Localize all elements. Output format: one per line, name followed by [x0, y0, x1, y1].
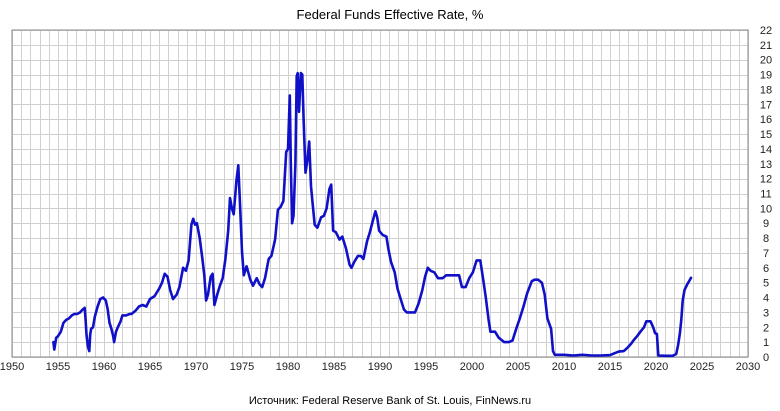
x-tick-label: 2020: [644, 361, 668, 373]
y-tick-label: 20: [760, 55, 772, 67]
source-note: Источник: Federal Reserve Bank of St. Lo…: [249, 395, 531, 407]
y-tick-label: 22: [760, 25, 772, 37]
x-tick-label: 1965: [138, 361, 162, 373]
y-tick-label: 19: [760, 70, 772, 82]
plot-frame: [11, 29, 749, 358]
y-tick-label: 6: [763, 263, 769, 275]
x-tick-label: 2025: [690, 361, 714, 373]
y-tick-label: 14: [760, 144, 772, 156]
y-tick-label: 3: [763, 307, 769, 319]
y-tick-label: 2: [763, 322, 769, 334]
y-tick-label: 15: [760, 129, 772, 141]
x-tick-label: 1985: [322, 361, 346, 373]
y-tick-label: 16: [760, 114, 772, 126]
y-tick-label: 21: [760, 40, 772, 52]
y-tick-label: 12: [760, 174, 772, 186]
x-tick-label: 1990: [368, 361, 392, 373]
y-tick-label: 8: [763, 233, 769, 245]
x-tick-label: 1980: [276, 361, 300, 373]
vertical-gridlines: [12, 30, 749, 357]
x-tick-label: 2030: [736, 361, 760, 373]
x-tick-label: 1950: [0, 361, 24, 373]
y-tick-label: 13: [760, 159, 772, 171]
y-tick-label: 18: [760, 84, 772, 96]
x-tick-label: 1970: [184, 361, 208, 373]
x-tick-label: 2000: [460, 361, 484, 373]
y-tick-label: 1: [763, 337, 769, 349]
y-tick-label: 0: [763, 352, 769, 364]
x-tick-label: 1995: [414, 361, 438, 373]
x-tick-label: 2005: [506, 361, 530, 373]
y-tick-label: 11: [760, 189, 771, 201]
x-tick-label: 1955: [46, 361, 70, 373]
y-tick-label: 10: [760, 203, 772, 215]
y-tick-label: 7: [763, 248, 769, 260]
y-tick-label: 9: [763, 218, 769, 230]
chart-title: Federal Funds Effective Rate, %: [297, 7, 484, 22]
x-tick-label: 2015: [598, 361, 622, 373]
x-tick-label: 2010: [552, 361, 576, 373]
y-tick-label: 5: [763, 278, 769, 290]
y-tick-label: 4: [763, 293, 769, 305]
rate-line: [52, 71, 693, 358]
x-tick-label: 1960: [92, 361, 116, 373]
x-tick-label: 1975: [230, 361, 254, 373]
y-tick-label: 17: [760, 99, 772, 111]
x-axis-tick-labels: 1950 1955 1960 1965 1970 1975 1980 1985 1990 1995…: [0, 361, 760, 373]
